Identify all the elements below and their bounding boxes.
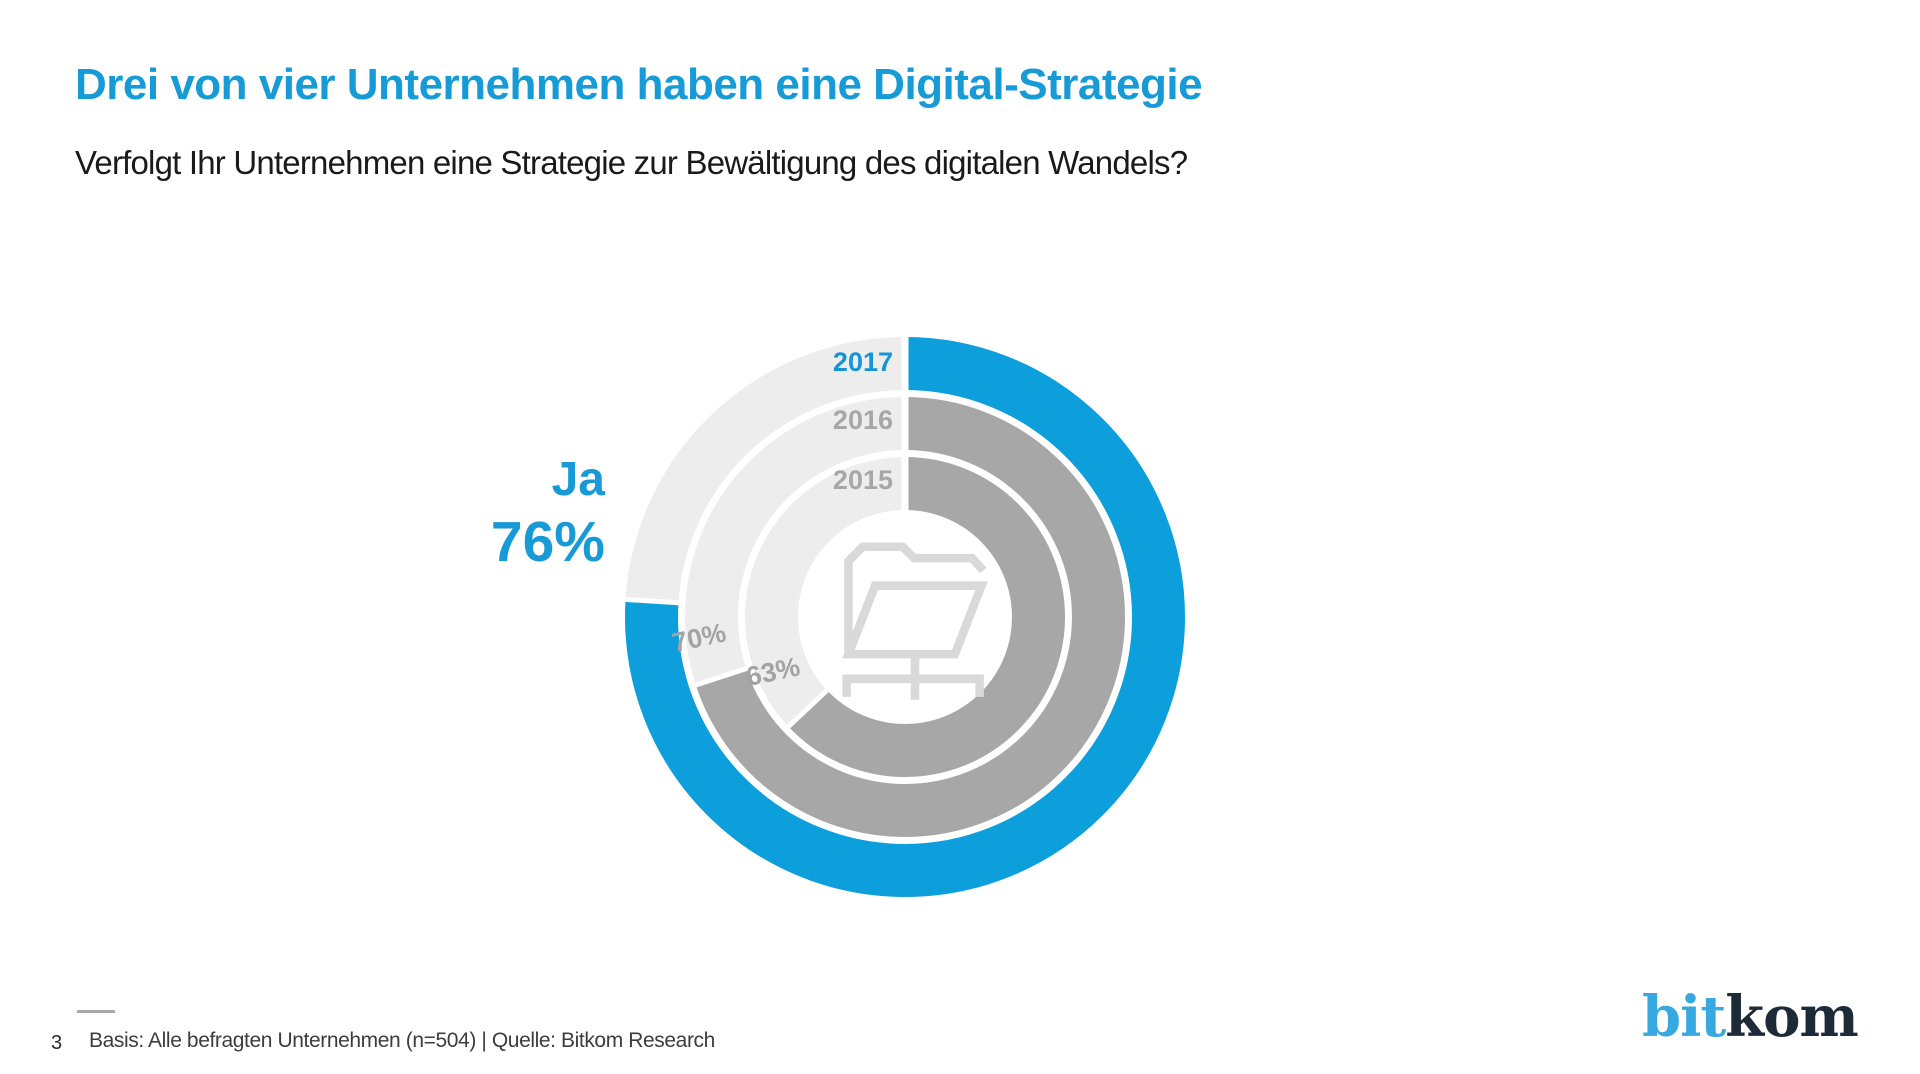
- bitkom-logo: bitkom: [1642, 984, 1859, 1050]
- donut-chart: [605, 317, 1205, 917]
- logo-part-bit: bit: [1642, 984, 1726, 1050]
- page-number: 3: [51, 1032, 63, 1054]
- folder-front: [842, 581, 988, 659]
- folder-back: [844, 542, 987, 655]
- network-bar: [842, 674, 984, 697]
- answer-label: Ja: [551, 453, 605, 506]
- logo-part-kom: kom: [1725, 984, 1858, 1050]
- answer-value: 76%: [490, 510, 605, 574]
- source-note: Basis: Alle befragten Unternehmen (n=504…: [89, 1029, 715, 1052]
- donut-rings: [623, 336, 1185, 897]
- ring-label-2015: 2015: [832, 465, 893, 495]
- ring-label-2017: 2017: [832, 347, 893, 377]
- shared-folder-icon: [842, 542, 988, 700]
- page-subtitle: Verfolgt Ihr Unternehmen eine Strategie …: [75, 144, 1188, 181]
- page-title: Drei von vier Unternehmen haben eine Dig…: [75, 60, 1203, 109]
- footer-divider: [77, 1010, 115, 1013]
- ring-label-2016: 2016: [832, 405, 893, 435]
- answer-callout: Ja 76%: [420, 450, 605, 574]
